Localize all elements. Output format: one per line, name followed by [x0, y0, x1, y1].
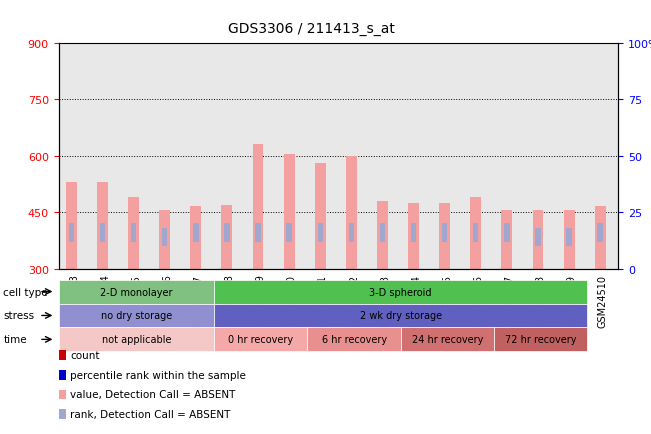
Bar	[470, 197, 481, 269]
Bar	[411, 224, 416, 242]
Text: 3-D spheroid: 3-D spheroid	[370, 287, 432, 297]
Text: percentile rank within the sample: percentile rank within the sample	[70, 370, 246, 380]
Text: cell type: cell type	[3, 287, 48, 297]
Text: 0 hr recovery: 0 hr recovery	[229, 335, 294, 345]
Bar	[318, 224, 323, 242]
Bar	[566, 228, 572, 247]
Bar	[255, 224, 261, 242]
Bar	[128, 197, 139, 269]
Bar	[439, 203, 450, 269]
Text: 72 hr recovery: 72 hr recovery	[505, 335, 576, 345]
Bar	[162, 228, 167, 247]
Bar	[377, 201, 388, 269]
Text: 2-D monolayer: 2-D monolayer	[100, 287, 173, 297]
Bar	[131, 224, 136, 242]
Text: value, Detection Call = ABSENT: value, Detection Call = ABSENT	[70, 390, 236, 399]
Bar	[66, 183, 77, 269]
Bar	[349, 224, 354, 242]
Bar	[69, 224, 74, 242]
Bar	[598, 224, 603, 242]
Bar	[564, 211, 575, 269]
Bar	[315, 164, 326, 269]
Bar	[284, 155, 295, 269]
Text: not applicable: not applicable	[102, 335, 171, 345]
Bar	[442, 224, 447, 242]
Text: no dry storage: no dry storage	[101, 311, 172, 321]
Bar	[535, 228, 541, 247]
Text: GDS3306 / 211413_s_at: GDS3306 / 211413_s_at	[228, 22, 395, 36]
Text: stress: stress	[3, 311, 35, 321]
Bar	[286, 224, 292, 242]
Text: time: time	[3, 335, 27, 345]
Bar	[380, 224, 385, 242]
Bar	[193, 224, 199, 242]
Bar	[224, 224, 230, 242]
Bar	[346, 156, 357, 269]
Text: 2 wk dry storage: 2 wk dry storage	[359, 311, 442, 321]
Bar	[595, 207, 605, 269]
Bar	[504, 224, 510, 242]
Bar	[190, 207, 201, 269]
Bar	[159, 211, 170, 269]
Bar	[533, 211, 544, 269]
Bar	[100, 224, 105, 242]
Text: 24 hr recovery: 24 hr recovery	[411, 335, 483, 345]
Bar	[501, 211, 512, 269]
Bar	[97, 183, 108, 269]
Bar	[253, 145, 264, 269]
Text: count: count	[70, 351, 100, 360]
Bar	[473, 224, 478, 242]
Text: rank, Detection Call = ABSENT: rank, Detection Call = ABSENT	[70, 409, 230, 419]
Text: 6 hr recovery: 6 hr recovery	[322, 335, 387, 345]
Bar	[221, 205, 232, 269]
Bar	[408, 203, 419, 269]
